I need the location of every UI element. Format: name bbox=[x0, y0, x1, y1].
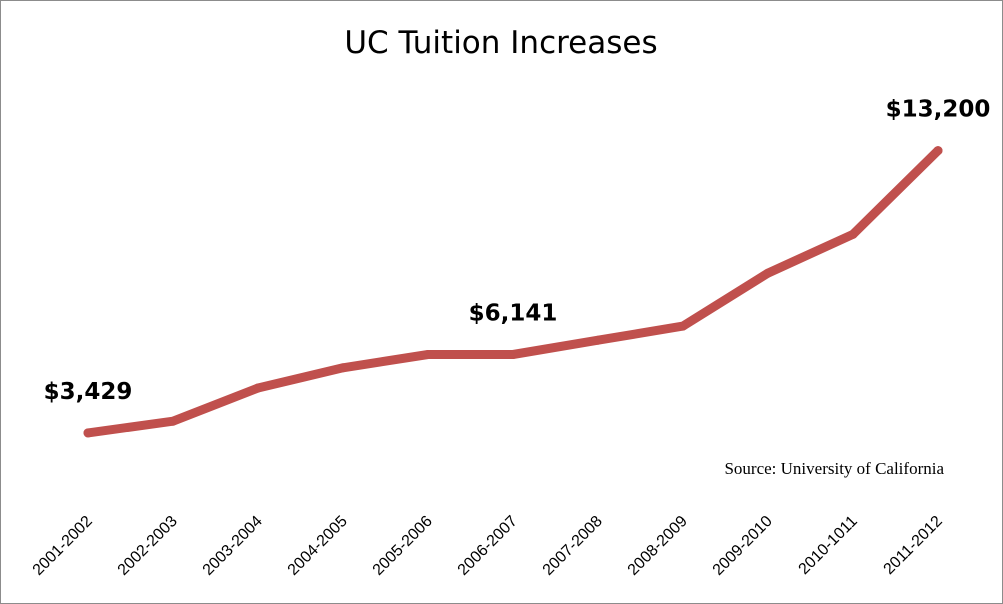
data-point-2002-2003 bbox=[168, 416, 178, 426]
data-point-2008-2009 bbox=[678, 321, 688, 331]
series-line bbox=[83, 146, 943, 438]
x-axis-ticks: 2001-2002 2002-2003 2003-2004 2004-2005 2005… bbox=[30, 513, 946, 579]
x-tick-label-2002-2003: 2002-2003 bbox=[115, 513, 181, 579]
x-tick-label-2003-2004: 2003-2004 bbox=[200, 513, 266, 579]
x-tick-label-2005-2006: 2005-2006 bbox=[370, 513, 436, 579]
data-point-2006-2007 bbox=[508, 350, 518, 359]
data-point-2011-2012 bbox=[933, 146, 943, 156]
x-tick-label-2009-2010: 2009-2010 bbox=[710, 513, 776, 579]
x-tick-label-2006-2007: 2006-2007 bbox=[455, 513, 521, 579]
data-point-group bbox=[83, 146, 943, 438]
x-tick-label-2001-2002: 2001-2002 bbox=[30, 513, 96, 579]
data-label-2011-2012: $13,200 bbox=[886, 97, 991, 123]
data-label-2006-2007: $6,141 bbox=[469, 301, 558, 327]
x-tick-label-2011-2012: 2011-2012 bbox=[881, 513, 946, 578]
data-point-2007-2008 bbox=[593, 335, 603, 345]
data-point-2003-2004 bbox=[253, 383, 263, 393]
series-line-group bbox=[83, 146, 943, 438]
data-point-2005-2006 bbox=[423, 350, 433, 359]
x-tick-label-2004-2005: 2004-2005 bbox=[285, 513, 351, 579]
data-point-2004-2005 bbox=[338, 363, 348, 373]
data-label-2001-2002: $3,429 bbox=[44, 379, 133, 405]
data-point-2009-2010 bbox=[763, 268, 773, 278]
x-tick-label-2007-2008: 2007-2008 bbox=[540, 513, 606, 579]
x-tick-label-2010-1011: 2010-1011 bbox=[796, 513, 861, 578]
data-point-2001-2002 bbox=[83, 428, 93, 438]
data-label-group: $3,429 $6,141 $13,200 bbox=[44, 97, 991, 405]
chart-title: UC Tuition Increases bbox=[344, 25, 657, 61]
source-annotation: Source: University of California bbox=[724, 459, 944, 478]
x-tick-label-2008-2009: 2008-2009 bbox=[625, 513, 691, 579]
data-point-2010-1011 bbox=[848, 229, 858, 239]
